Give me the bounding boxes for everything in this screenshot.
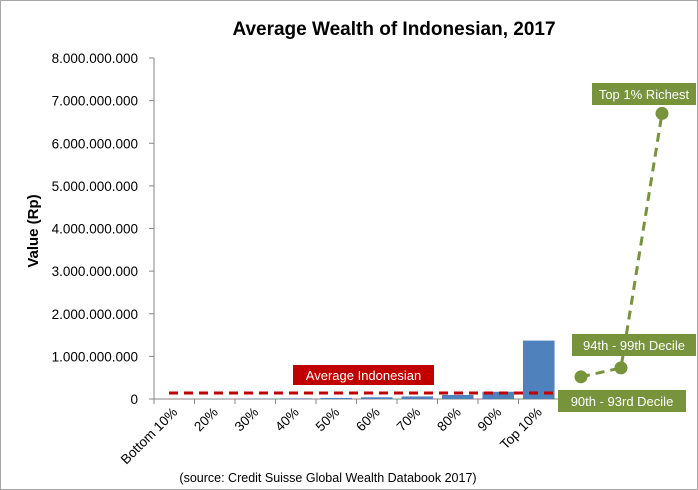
y-tick-label: 8.000.000.000	[52, 51, 138, 66]
bar	[279, 398, 312, 399]
y-tick-label: 7.000.000.000	[52, 94, 138, 109]
top-annotation-box	[592, 83, 696, 105]
x-tick-label: 60%	[353, 405, 383, 435]
x-tick-label: Bottom 10%	[118, 405, 181, 468]
plot-area: 0 1.000.000.000 2.000.000.000 3.000.000.000…	[52, 51, 696, 467]
x-tick-label: 90%	[475, 405, 505, 435]
top-annotation-label: 94th - 99th Decile	[583, 338, 685, 353]
bar	[482, 391, 515, 399]
bar	[522, 340, 555, 399]
y-tick-label: 3.000.000.000	[52, 264, 138, 279]
source-note: (source: Credit Suisse Global Wealth Dat…	[179, 471, 476, 485]
top-breakdown-line	[580, 113, 664, 379]
y-tick-label: 4.000.000.000	[52, 222, 138, 237]
x-tick-label: Top 10%	[497, 405, 545, 453]
x-tick-label: 70%	[394, 405, 424, 435]
x-tick-label: 80%	[434, 405, 464, 435]
bar	[441, 394, 474, 399]
bar	[320, 397, 353, 399]
x-tick-label: 40%	[272, 405, 302, 435]
bar	[360, 397, 393, 399]
top-annotation-box	[558, 390, 686, 412]
average-label: Average Indonesian	[306, 368, 421, 383]
bar	[401, 396, 434, 399]
top-annotation-box	[572, 334, 696, 356]
x-tick-label: 20%	[191, 405, 221, 435]
x-tick-label: 50%	[313, 405, 343, 435]
average-label-box	[293, 365, 434, 385]
y-tick-label: 5.000.000.000	[52, 179, 138, 194]
top-annotation-label: Top 1% Richest	[599, 87, 690, 102]
chart-title: Average Wealth of Indonesian, 2017	[232, 19, 555, 40]
top-breakdown-point	[614, 361, 628, 375]
top-breakdown-point	[574, 370, 588, 384]
y-tick-label: 2.000.000.000	[52, 307, 138, 322]
y-tick-label: 0	[130, 392, 138, 407]
y-tick-label: 6.000.000.000	[52, 136, 138, 151]
top-breakdown-point	[655, 106, 669, 120]
x-tick-label: 30%	[232, 405, 262, 435]
y-tick-label: 1.000.000.000	[52, 349, 138, 364]
y-axis-label: Value (Rp)	[25, 194, 42, 267]
top-annotation-label: 90th - 93rd Decile	[571, 394, 674, 409]
